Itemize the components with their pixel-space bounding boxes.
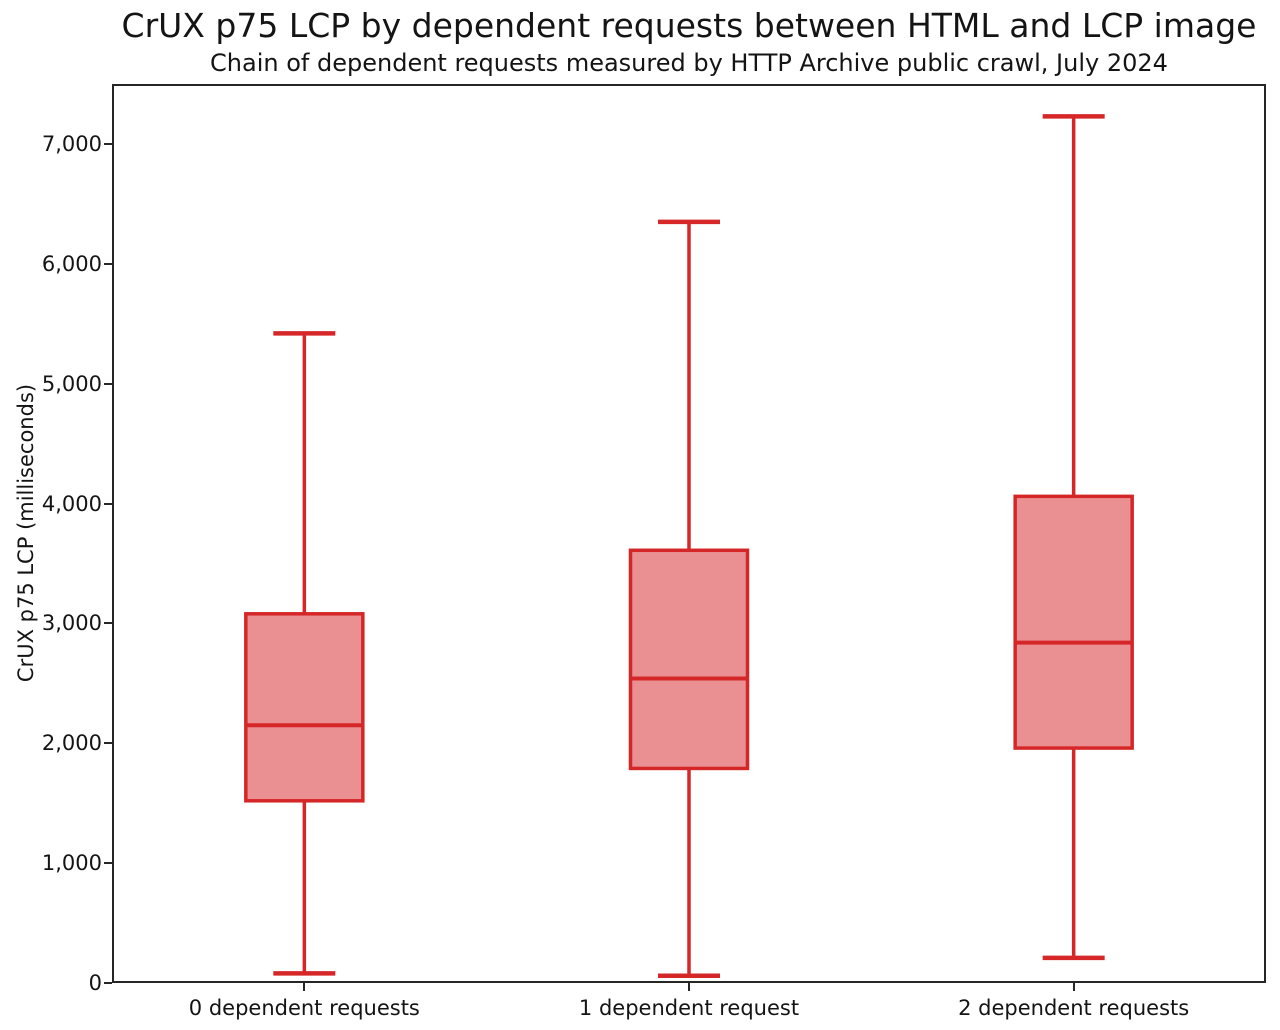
y-tick-label: 2,000 — [41, 731, 102, 756]
plot-area — [112, 84, 1266, 983]
x-category-label: 0 dependent requests — [188, 996, 420, 1020]
iqr-box — [628, 548, 750, 771]
y-tick-mark — [104, 862, 112, 865]
iqr-box — [244, 612, 365, 803]
y-tick-label: 4,000 — [41, 491, 102, 516]
y-tick-mark — [104, 742, 112, 745]
y-axis-label: CrUX p75 LCP (milliseconds) — [14, 383, 38, 683]
x-category-label: 2 dependent requests — [958, 996, 1190, 1020]
boxplot-canvas — [112, 84, 1266, 983]
y-tick-label: 1,000 — [41, 851, 102, 876]
y-tick-mark — [104, 382, 112, 385]
y-tick-label: 0 — [88, 971, 102, 995]
y-tick-mark — [104, 622, 112, 625]
y-tick-label: 7,000 — [41, 131, 102, 156]
y-tick-label: 6,000 — [41, 251, 102, 276]
y-tick-label: 3,000 — [41, 611, 102, 636]
chart-subtitle: Chain of dependent requests measured by … — [210, 49, 1168, 77]
x-category-label: 1 dependent request — [578, 996, 800, 1020]
chart-title: CrUX p75 LCP by dependent requests betwe… — [121, 6, 1257, 45]
boxes-group — [244, 114, 1134, 979]
x-tick-mark — [688, 983, 690, 991]
x-tick-mark — [1072, 983, 1075, 991]
y-tick-mark — [104, 982, 112, 984]
iqr-box — [1013, 494, 1134, 750]
y-tick-mark — [104, 502, 112, 505]
x-tick-mark — [303, 983, 306, 991]
y-tick-label: 5,000 — [41, 371, 102, 396]
y-tick-mark — [104, 142, 112, 145]
axes-frame — [112, 84, 1266, 983]
y-tick-mark — [104, 262, 112, 265]
